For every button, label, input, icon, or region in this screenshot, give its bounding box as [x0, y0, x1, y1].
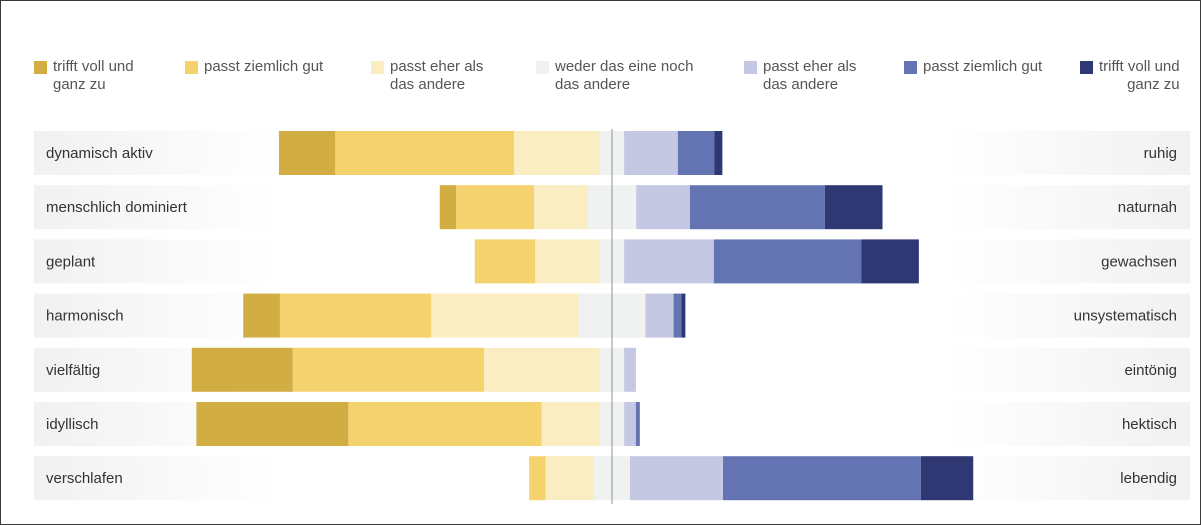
bar-segment-right [677, 131, 715, 175]
bar-segment-left [534, 185, 588, 230]
bar-segment-left [292, 347, 484, 392]
row-band-right [945, 131, 1190, 175]
legend-swatch [34, 61, 47, 74]
legend-label: passt ziemlich gut [923, 58, 1043, 75]
category-label-right: ruhig [1144, 145, 1177, 162]
bar-segment-right [920, 456, 974, 501]
category-label-right: eintönig [1124, 362, 1177, 379]
bar-segment-left [439, 185, 457, 230]
bar-segment-right [681, 293, 686, 338]
row-band-left [34, 239, 279, 284]
legend-swatch [904, 61, 917, 74]
bar-segment-right [645, 293, 674, 338]
row-band-left [34, 131, 279, 175]
bar-segment-right [689, 185, 825, 230]
bar-segment-right [630, 456, 724, 501]
row-band-left [34, 185, 279, 230]
row-band-left [34, 456, 279, 501]
bar-segment-left [191, 347, 293, 392]
legend-label: trifft voll und ganz zu [1099, 58, 1180, 93]
bar-segment-left [541, 402, 600, 446]
bar-segment-left [535, 239, 600, 284]
bar-segment-left [514, 131, 600, 175]
legend-item: trifft voll und ganz zu [34, 58, 134, 94]
category-label-left: menschlich dominiert [46, 199, 188, 216]
bar-segment-left [431, 293, 579, 338]
bar-segment-left [529, 456, 546, 501]
row-band-right [945, 239, 1190, 284]
bar-segment-right [713, 239, 862, 284]
legend-item: passt eher als das andere [371, 58, 483, 94]
category-label-right: gewachsen [1101, 253, 1177, 270]
category-label-left: harmonisch [46, 308, 124, 325]
bar-segment-right [861, 239, 919, 284]
bar-segment-right [824, 185, 883, 230]
bar-segment-right [673, 293, 682, 338]
row-band-right [945, 185, 1190, 230]
category-label-right: hektisch [1122, 416, 1177, 433]
category-label-right: lebendig [1120, 470, 1177, 487]
bar-segment-left [279, 293, 432, 338]
bar-segment-right [624, 347, 636, 392]
bar-segment-left [456, 185, 535, 230]
bar-segment-right [635, 402, 640, 446]
legend: trifft voll und ganz zu passt ziemlich g… [0, 58, 1201, 102]
legend-item: passt ziemlich gut [904, 58, 1042, 76]
bar-segment-right [624, 239, 714, 284]
bar-segment-left [335, 131, 515, 175]
row-band-right [945, 347, 1190, 392]
legend-swatch [536, 61, 549, 74]
legend-label: passt ziemlich gut [204, 58, 324, 75]
legend-swatch [1080, 61, 1093, 74]
bar-segment-right [714, 131, 723, 175]
category-label-right: unsystematisch [1074, 308, 1177, 325]
legend-label: trifft voll und ganz zu [53, 58, 134, 93]
bar-segment-left [545, 456, 594, 501]
legend-swatch [371, 61, 384, 74]
legend-label: passt eher als das andere [763, 58, 857, 93]
row-band-left [34, 293, 279, 338]
bar-segment-left [196, 402, 349, 446]
bar-segment-left [483, 347, 600, 392]
legend-label: weder das eine noch das andere [555, 58, 694, 93]
bar-segment-right [723, 456, 921, 501]
bar-segment-left [474, 239, 536, 284]
category-label-left: geplant [46, 253, 96, 270]
row-band-right [945, 402, 1190, 446]
legend-item: passt ziemlich gut [185, 58, 323, 76]
legend-swatch [185, 61, 198, 74]
bar-segment-right [624, 402, 636, 446]
category-label-left: idyllisch [46, 416, 99, 433]
category-label-left: dynamisch aktiv [46, 145, 153, 162]
legend-item: passt eher als das andere [744, 58, 856, 94]
category-label-left: verschlafen [46, 470, 123, 487]
legend-swatch [744, 61, 757, 74]
legend-label: passt eher als das andere [390, 58, 484, 93]
bar-segment-left [348, 402, 542, 446]
row-band-right [945, 293, 1190, 338]
legend-item: weder das eine noch das andere [536, 58, 693, 94]
category-label-right: naturnah [1118, 199, 1177, 216]
category-label-left: vielfältig [46, 362, 100, 379]
row-band-right [945, 456, 1190, 501]
bar-segment-right [624, 131, 678, 175]
bar-segment-right [636, 185, 690, 230]
bar-segment-left [243, 293, 280, 338]
legend-item: trifft voll und ganz zu [1080, 58, 1180, 94]
bar-segment-left [278, 131, 336, 175]
